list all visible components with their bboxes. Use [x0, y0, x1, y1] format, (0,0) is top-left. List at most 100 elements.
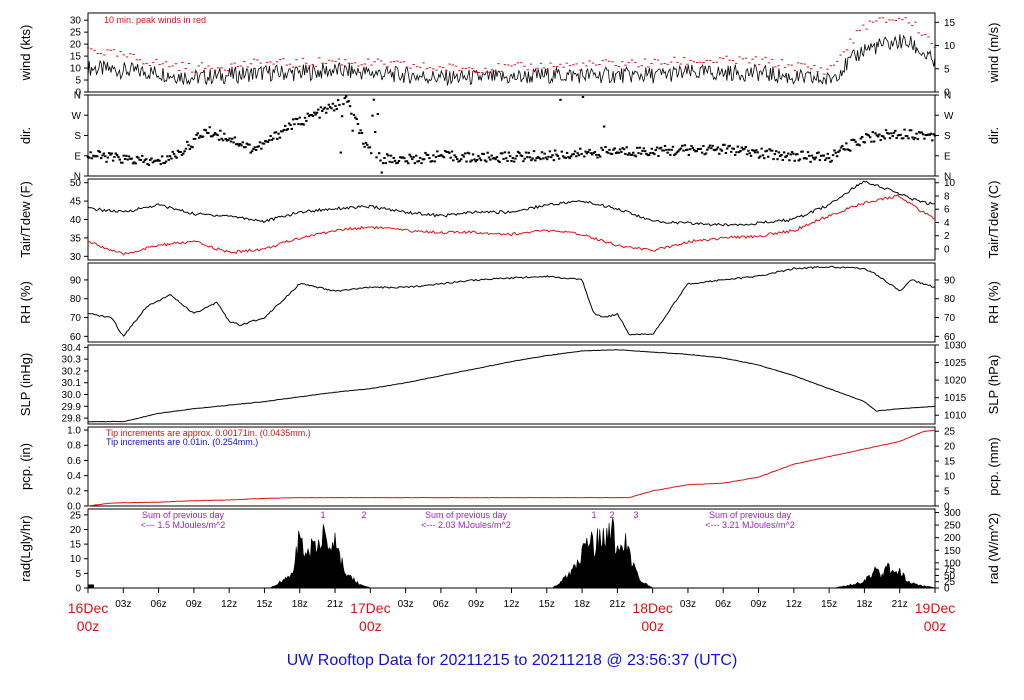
x-hour-label: 03z [398, 599, 414, 610]
rh-ylabel-right: RH (%) [986, 281, 1001, 324]
x-day-hour-label: 00z [641, 618, 664, 634]
x-day-label: 18Dec [632, 600, 672, 616]
pcp-right-tick-label: 10 [944, 472, 956, 483]
slp-left-tick-label: 29.9 [62, 402, 82, 413]
dir-right-tick-label: S [944, 131, 951, 142]
rad-right-tick-label: 150 [944, 546, 961, 557]
rad-left-tick-label: 10 [70, 554, 82, 565]
rad-right-tick-label: 50 [944, 571, 956, 582]
pcp-right-tick-label: 20 [944, 442, 956, 453]
dir-right-tick-label: N [944, 172, 951, 183]
wind-left-tick-label: 0 [75, 88, 81, 99]
wind-speed-line [87, 34, 936, 86]
wind-right-tick-label: 10 [944, 41, 956, 52]
dir-right-tick-label: W [944, 111, 954, 122]
rad-sum-title: Sum of previous day [142, 510, 225, 520]
rad-peak-marker: 1 [591, 510, 596, 520]
x-hour-label: 18z [856, 599, 872, 610]
rh-right-tick-label: 80 [944, 294, 956, 305]
dir-ylabel-right: dir. [986, 127, 1001, 144]
x-day-hour-label: 00z [924, 618, 947, 634]
rad-peak-marker: 3 [633, 510, 638, 520]
slp-right-tick-label: 1020 [944, 376, 967, 387]
temp-right-tick-label: 2 [944, 231, 950, 242]
x-hour-label: 15z [821, 599, 837, 610]
temp-ylabel-left: Tair/Tdew (F) [18, 181, 33, 258]
slp-right-tick-label: 1025 [944, 358, 967, 369]
rad-right-tick-label: 100 [944, 558, 961, 569]
x-day-hour-label: 00z [359, 618, 382, 634]
rad-left-tick-label: 20 [70, 525, 82, 536]
dir-left-tick-label: N [74, 172, 81, 183]
rh-left-tick-label: 80 [70, 294, 82, 305]
rad-right-tick-label: 200 [944, 533, 961, 544]
x-hour-label: 12z [786, 599, 802, 610]
x-hour-label: 09z [186, 599, 202, 610]
wind-ylabel-right: wind (m/s) [986, 23, 1001, 84]
dir-left-tick-label: S [74, 131, 81, 142]
rad-sum-value: <--- 1.5 MJoules/m^2 [141, 520, 226, 530]
pcp-left-tick-label: 0.2 [67, 486, 81, 497]
slp-right-tick-label: 1010 [944, 411, 967, 422]
wind-ylabel-left: wind (kts) [18, 25, 33, 82]
slp-frame [87, 344, 936, 425]
rad-ylabel-right: rad (W/m^2) [986, 513, 1001, 584]
rad-left-tick-label: 0 [75, 584, 81, 595]
pcp-note-tip: Tip increments are 0.01in. (0.254mm.) [106, 437, 258, 447]
x-hour-label: 06z [151, 599, 167, 610]
pcp-right-tick-label: 0 [944, 502, 950, 513]
pcp-line [87, 429, 936, 507]
x-hour-label: 09z [750, 599, 766, 610]
temp-left-tick-label: 30 [70, 252, 82, 263]
tdew-line [87, 194, 936, 256]
pcp-frame [87, 426, 936, 507]
rh-ylabel-left: RH (%) [18, 281, 33, 324]
temp-left-tick-label: 40 [70, 215, 82, 226]
slp-left-tick-label: 30.3 [62, 355, 82, 366]
wind-annotation: 10 min. peak winds in red [104, 15, 206, 25]
rad-peak-marker: 2 [609, 510, 614, 520]
x-hour-label: 12z [503, 599, 519, 610]
temp-left-tick-label: 45 [70, 197, 82, 208]
x-hour-label: 18z [292, 599, 308, 610]
rh-right-tick-label: 70 [944, 313, 956, 324]
wind-left-tick-label: 15 [70, 52, 82, 63]
rad-right-tick-label: 25 [944, 577, 956, 588]
rad-left-tick-label: 15 [70, 540, 82, 551]
temp-right-tick-label: 6 [944, 205, 950, 216]
x-hour-label: 12z [221, 599, 237, 610]
rh-right-tick-label: 90 [944, 275, 956, 286]
wind-left-tick-label: 5 [75, 76, 81, 87]
dir-right-tick-label: N [944, 91, 951, 102]
wind-peak-series [86, 17, 937, 75]
temp-right-tick-label: 8 [944, 191, 950, 202]
slp-right-tick-label: 1030 [944, 341, 967, 352]
pcp-left-tick-label: 0.8 [67, 441, 81, 452]
rad-right-tick-label: 75 [944, 565, 956, 576]
x-hour-label: 06z [715, 599, 731, 610]
pcp-ylabel-left: pcp. (in) [18, 443, 33, 490]
slp-left-tick-label: 29.8 [62, 414, 82, 425]
radiation-area [88, 517, 936, 589]
x-day-label: 19Dec [915, 600, 955, 616]
slp-left-tick-label: 30.2 [62, 366, 82, 377]
tair-line [87, 180, 936, 227]
x-day-label: 16Dec [68, 600, 108, 616]
temp-right-tick-label: 10 [944, 178, 956, 189]
x-hour-label: 03z [115, 599, 131, 610]
pcp-left-tick-label: 0.6 [67, 456, 81, 467]
x-hour-label: 21z [892, 599, 908, 610]
x-day-hour-label: 00z [77, 618, 100, 634]
dir-frame [87, 94, 936, 177]
temp-ylabel-right: Tair/Tdew (C) [986, 180, 1001, 258]
wind-frame [87, 12, 936, 93]
x-hour-label: 15z [539, 599, 555, 610]
rad-left-tick-label: 5 [75, 569, 81, 580]
temp-frame [87, 178, 936, 261]
rh-left-tick-label: 90 [70, 275, 82, 286]
pcp-left-tick-label: 0.0 [67, 502, 81, 513]
rad-sum-title: Sum of previous day [425, 510, 508, 520]
wind-right-tick-label: 15 [944, 18, 956, 29]
rad-right-tick-label: 0 [944, 584, 950, 595]
